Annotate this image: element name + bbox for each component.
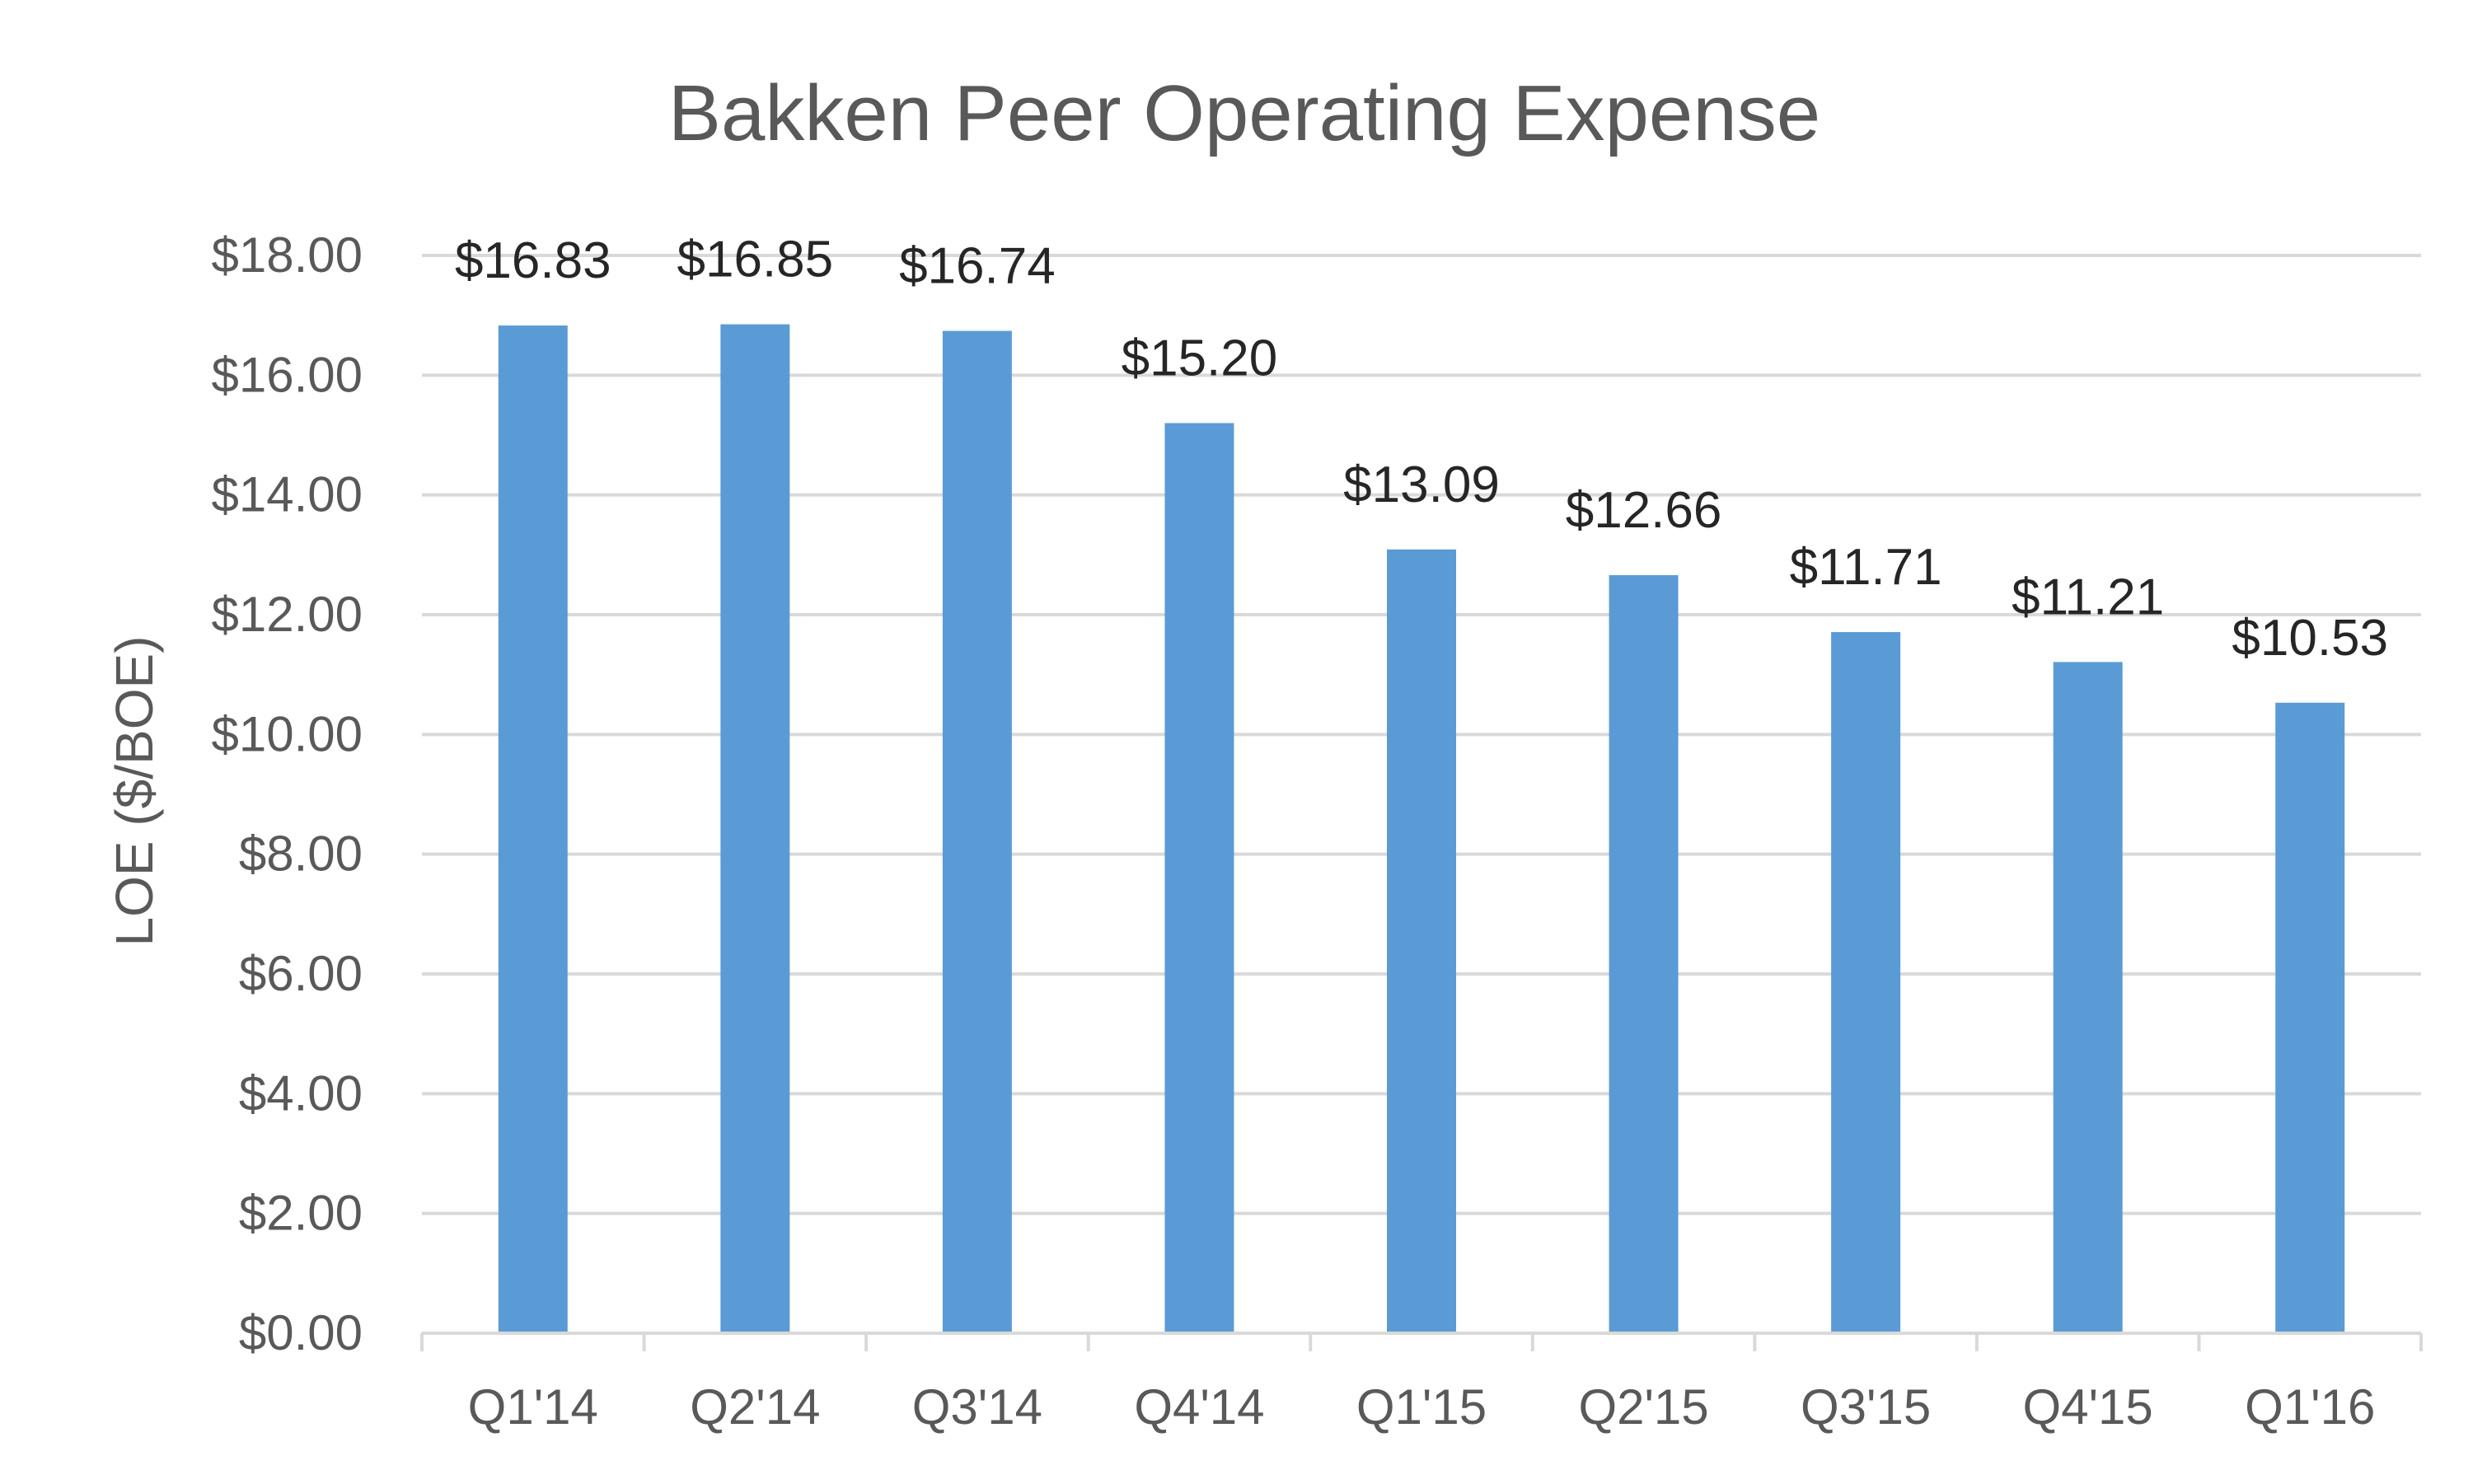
bar [720,324,790,1334]
y-tick-label: $6.00 [239,946,363,1001]
x-tick-label: Q3'14 [912,1379,1042,1435]
y-tick-label: $10.00 [211,706,363,761]
data-labels: $16.83 $16.85 $16.74 $15.20 $13.09 $12.66 $11.… [455,232,2388,667]
x-tick-label: Q1'14 [468,1379,598,1435]
y-axis-title: LOE ($/BOE) [105,636,164,947]
chart-title: Bakken Peer Operating Expense [668,69,1820,157]
x-tick-label: Q3'15 [1801,1379,1931,1435]
y-tick-label: $8.00 [239,826,363,882]
y-tick-label: $14.00 [211,467,363,522]
y-tick-label: $0.00 [239,1305,363,1360]
y-tick-label: $18.00 [211,227,363,283]
y-tick-label: $2.00 [239,1186,363,1241]
x-tick-label: Q4'14 [1134,1379,1264,1435]
bar [1609,575,1679,1333]
data-label: $16.83 [455,232,611,289]
y-tick-label: $16.00 [211,347,363,402]
bar [2275,702,2345,1333]
x-tick-label: Q2'15 [1578,1379,1708,1435]
bar [1387,549,1456,1333]
data-label: $15.20 [1122,330,1278,386]
bar [498,325,568,1333]
bar [2053,662,2123,1333]
bar [942,330,1012,1333]
bar [1164,423,1234,1333]
bars [498,324,2345,1334]
data-label: $16.74 [899,238,1056,295]
data-label: $10.53 [2232,610,2388,667]
y-axis-tick-labels: $0.00 $2.00 $4.00 $6.00 $8.00 $10.00 $12.00 $14… [211,227,363,1360]
x-axis-tick-labels: Q1'14 Q2'14 Q3'14 Q4'14 Q1'15 Q2'15 Q3'15 Q4'15… [468,1379,2376,1435]
x-tick-label: Q1'15 [1356,1379,1487,1435]
x-tick-label: Q1'16 [2245,1379,2375,1435]
x-tick-label: Q4'15 [2023,1379,2153,1435]
x-axis [420,1332,2423,1351]
data-label: $11.71 [1790,539,1942,596]
data-label: $11.21 [2012,569,2164,625]
bar [1831,632,1901,1333]
data-label: $13.09 [1343,456,1500,513]
y-tick-label: $12.00 [211,587,363,642]
x-tick-label: Q2'14 [690,1379,820,1435]
data-label: $12.66 [1566,482,1722,539]
y-tick-label: $4.00 [239,1065,363,1121]
data-label: $16.85 [677,232,834,288]
